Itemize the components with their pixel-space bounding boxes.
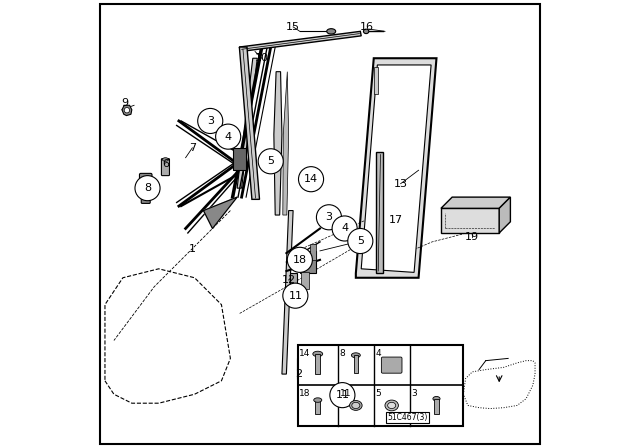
Ellipse shape — [163, 158, 168, 161]
Circle shape — [287, 247, 312, 272]
Circle shape — [258, 149, 284, 174]
Polygon shape — [435, 399, 439, 414]
Ellipse shape — [351, 353, 360, 358]
Polygon shape — [441, 208, 499, 233]
Text: 5: 5 — [268, 156, 274, 166]
Polygon shape — [499, 197, 511, 233]
Text: 11: 11 — [289, 291, 302, 301]
Polygon shape — [310, 244, 316, 260]
Text: 12: 12 — [282, 275, 296, 285]
Polygon shape — [354, 355, 358, 373]
Ellipse shape — [313, 351, 323, 357]
Polygon shape — [301, 272, 309, 289]
Polygon shape — [274, 72, 282, 215]
Text: 5: 5 — [376, 389, 381, 398]
Ellipse shape — [352, 402, 360, 409]
FancyBboxPatch shape — [161, 159, 170, 176]
Text: 9: 9 — [122, 98, 129, 108]
Ellipse shape — [385, 400, 398, 411]
FancyBboxPatch shape — [141, 192, 150, 203]
Text: 15: 15 — [286, 22, 300, 32]
Polygon shape — [239, 31, 361, 52]
Circle shape — [332, 216, 357, 241]
Polygon shape — [122, 105, 132, 116]
Text: 14: 14 — [304, 174, 318, 184]
Polygon shape — [289, 273, 297, 289]
FancyBboxPatch shape — [381, 357, 402, 373]
Text: 7: 7 — [189, 143, 196, 153]
Ellipse shape — [364, 29, 369, 34]
Ellipse shape — [327, 29, 336, 34]
Circle shape — [298, 167, 324, 192]
Text: 13: 13 — [394, 179, 408, 189]
Text: 1: 1 — [189, 244, 196, 254]
Text: 19: 19 — [465, 233, 479, 242]
Text: 10: 10 — [255, 53, 269, 63]
Text: 16: 16 — [360, 22, 374, 32]
Text: 8: 8 — [144, 183, 151, 193]
Text: 3: 3 — [412, 389, 417, 398]
Text: 11: 11 — [340, 389, 351, 398]
Circle shape — [330, 383, 355, 408]
Text: 3: 3 — [207, 116, 214, 126]
Text: 4: 4 — [376, 349, 381, 358]
Circle shape — [198, 108, 223, 134]
Ellipse shape — [388, 402, 396, 409]
Text: 3: 3 — [326, 212, 332, 222]
FancyBboxPatch shape — [100, 4, 540, 444]
Text: 5: 5 — [357, 236, 364, 246]
Text: 18: 18 — [300, 389, 311, 398]
Text: 6: 6 — [162, 159, 169, 168]
Polygon shape — [374, 67, 378, 94]
Polygon shape — [237, 58, 257, 188]
Circle shape — [316, 205, 342, 230]
Polygon shape — [143, 184, 149, 190]
Polygon shape — [283, 72, 289, 215]
Polygon shape — [239, 47, 260, 199]
Ellipse shape — [349, 401, 362, 410]
Ellipse shape — [433, 396, 440, 401]
Polygon shape — [315, 354, 321, 374]
Polygon shape — [297, 358, 305, 379]
Polygon shape — [298, 345, 463, 426]
Circle shape — [216, 124, 241, 149]
FancyBboxPatch shape — [233, 148, 246, 170]
Polygon shape — [298, 352, 303, 358]
Ellipse shape — [314, 398, 322, 402]
Polygon shape — [300, 251, 316, 273]
Text: 4: 4 — [225, 132, 232, 142]
Text: 18: 18 — [292, 255, 307, 265]
Circle shape — [135, 176, 160, 201]
Text: 2: 2 — [295, 369, 302, 379]
Text: 17: 17 — [389, 215, 403, 224]
Polygon shape — [282, 211, 293, 374]
Polygon shape — [361, 65, 431, 272]
Polygon shape — [204, 197, 237, 228]
Text: 11: 11 — [335, 390, 349, 400]
Circle shape — [348, 228, 373, 254]
Circle shape — [124, 108, 130, 113]
Circle shape — [283, 283, 308, 308]
Polygon shape — [289, 288, 297, 296]
Text: 8: 8 — [340, 349, 346, 358]
Text: 51C467(3): 51C467(3) — [387, 413, 428, 422]
Text: 4: 4 — [341, 224, 348, 233]
Polygon shape — [376, 152, 383, 273]
Text: 14: 14 — [300, 349, 311, 358]
Polygon shape — [441, 197, 511, 208]
Polygon shape — [356, 58, 436, 278]
FancyBboxPatch shape — [140, 173, 152, 195]
Polygon shape — [315, 400, 321, 414]
